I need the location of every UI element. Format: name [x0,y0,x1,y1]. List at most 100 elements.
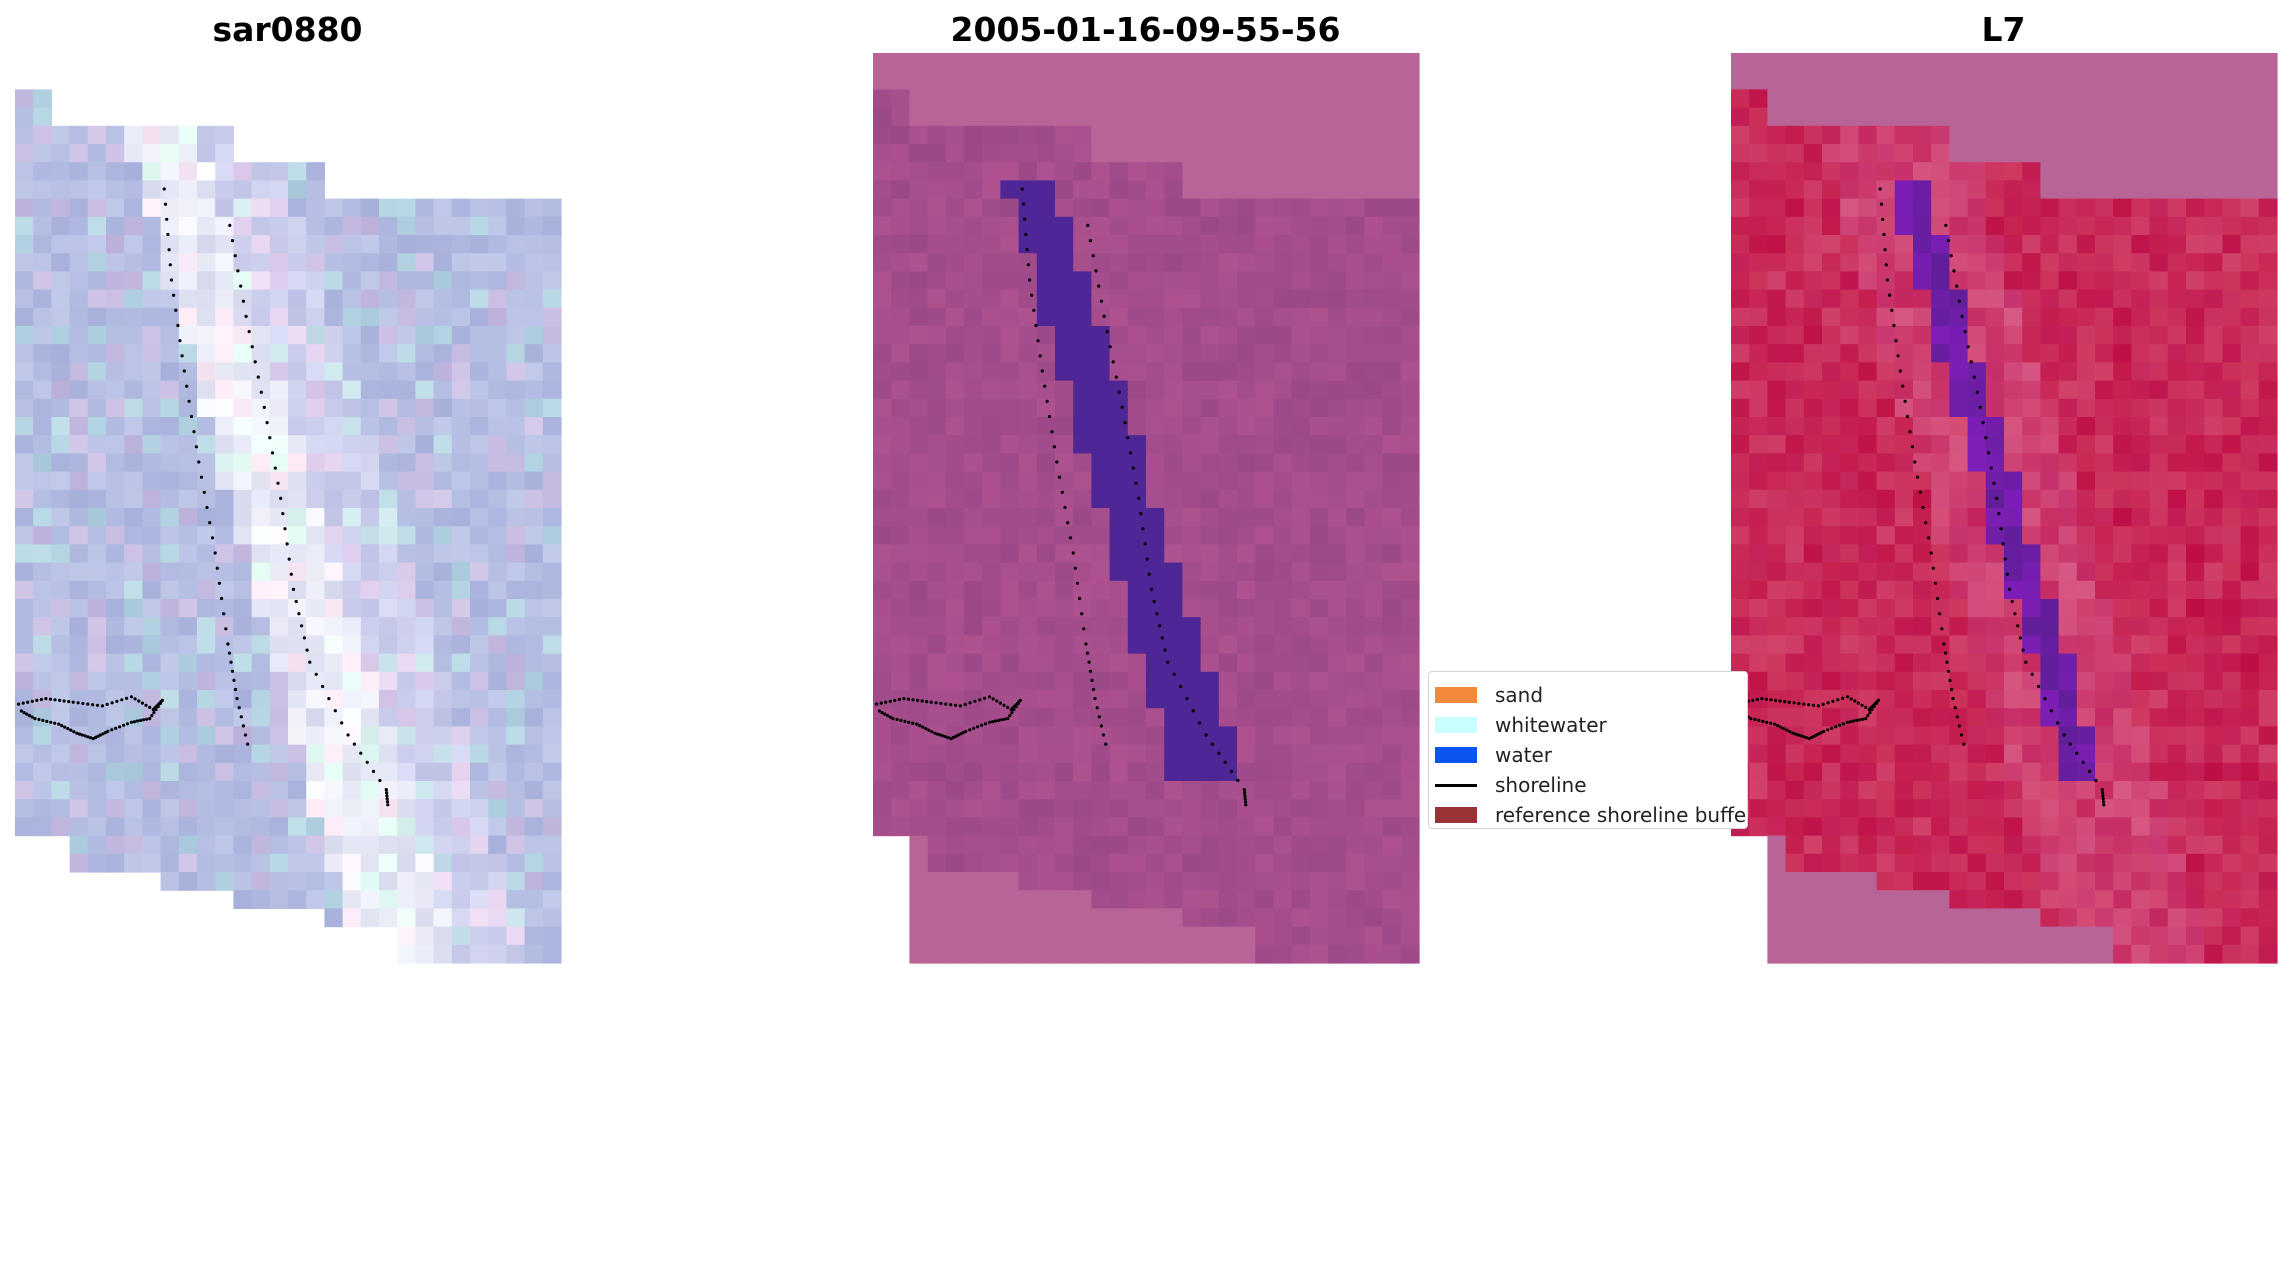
image-pixel [927,599,947,618]
image-pixel [2204,417,2223,436]
image-pixel [2167,562,2187,582]
image-pixel [2131,635,2151,655]
image-pixel [1364,125,1384,145]
image-pixel [2186,162,2205,181]
image-pixel [33,653,52,673]
shoreline-dot [1068,536,1073,540]
shoreline-dot [1025,248,1029,252]
image-pixel [1309,653,1329,673]
image-pixel [1400,726,1420,746]
image-pixel [1876,653,1896,673]
shoreline-dot [1149,587,1154,592]
image-pixel [1731,398,1750,418]
shoreline-dot [1243,794,1247,798]
image-pixel [1967,71,1987,90]
image-pixel [1218,872,1238,891]
image-pixel [1364,744,1384,764]
image-pixel [1237,471,1256,491]
image-pixel [1931,326,1950,345]
image-pixel [1182,435,1202,454]
shoreline-dot [346,733,350,737]
image-pixel [1876,398,1896,418]
image-pixel [2058,726,2078,746]
shoreline-dot [1812,734,1816,738]
image-pixel [1018,326,1038,345]
image-pixel [1931,362,1950,382]
image-pixel [1346,125,1365,145]
image-pixel [197,599,216,618]
image-pixel [324,216,344,236]
shoreline-dot [105,702,109,707]
image-pixel [269,235,289,254]
image-pixel [1876,107,1896,127]
image-pixel [215,562,234,582]
image-pixel [1913,526,1932,545]
image-pixel [415,744,435,764]
image-pixel [506,307,526,327]
image-pixel [964,799,983,818]
image-pixel [1091,71,1111,90]
image-pixel [1731,162,1750,181]
image-pixel [1767,653,1787,673]
image-pixel [1255,344,1274,363]
image-pixel [1164,835,1183,855]
image-pixel [2204,635,2223,655]
shoreline-dot [2030,672,2034,676]
shoreline-dot [1006,717,1010,721]
image-pixel [982,307,1001,327]
image-pixel [106,580,125,600]
image-pixel [397,617,416,636]
image-pixel [1400,580,1420,600]
image-pixel [2131,726,2151,746]
image-pixel [1164,53,1183,72]
image-pixel [945,526,965,545]
image-pixel [397,307,416,327]
shoreline-dot [920,699,924,703]
image-pixel [1146,872,1165,891]
image-pixel [2222,635,2242,655]
image-pixel [2022,781,2041,800]
image-pixel [69,180,89,200]
image-pixel [1018,690,1038,709]
image-pixel [1876,235,1896,254]
image-pixel [1767,71,1787,90]
image-pixel [288,526,307,545]
image-pixel [324,380,344,400]
image-pixel [1985,144,2005,163]
shoreline-dot [1141,527,1145,531]
image-pixel [2040,926,2060,946]
image-pixel [1127,307,1147,327]
image-pixel [1731,180,1750,200]
image-pixel [891,326,910,345]
reference-buffer-swatch [1435,807,1477,823]
image-pixel [1036,908,1056,928]
image-pixel [1749,144,1768,163]
image-pixel [379,671,398,691]
image-pixel [2204,562,2223,582]
image-pixel [982,380,1001,400]
shoreline-dot [1749,717,1753,721]
image-pixel [1036,198,1056,218]
image-pixel [1000,726,1020,746]
shoreline-dot [2013,612,2017,616]
image-pixel [1073,307,1092,327]
image-pixel [1109,635,1129,655]
image-pixel [1218,635,1238,655]
image-pixel [397,344,416,363]
image-pixel [2186,653,2205,673]
image-pixel [1913,253,1932,272]
image-pixel [433,526,453,545]
image-pixel [160,380,180,400]
image-pixel [451,453,471,473]
image-pixel [1949,417,1969,436]
image-pixel [1127,144,1147,163]
image-pixel [873,817,892,837]
image-pixel [1255,289,1274,309]
image-pixel [2204,216,2223,236]
image-pixel [1749,671,1768,691]
image-pixel [1346,271,1365,291]
image-pixel [1346,53,1365,72]
shoreline-dot [924,727,928,731]
image-pixel [1985,380,2005,400]
image-pixel [1876,580,1896,600]
